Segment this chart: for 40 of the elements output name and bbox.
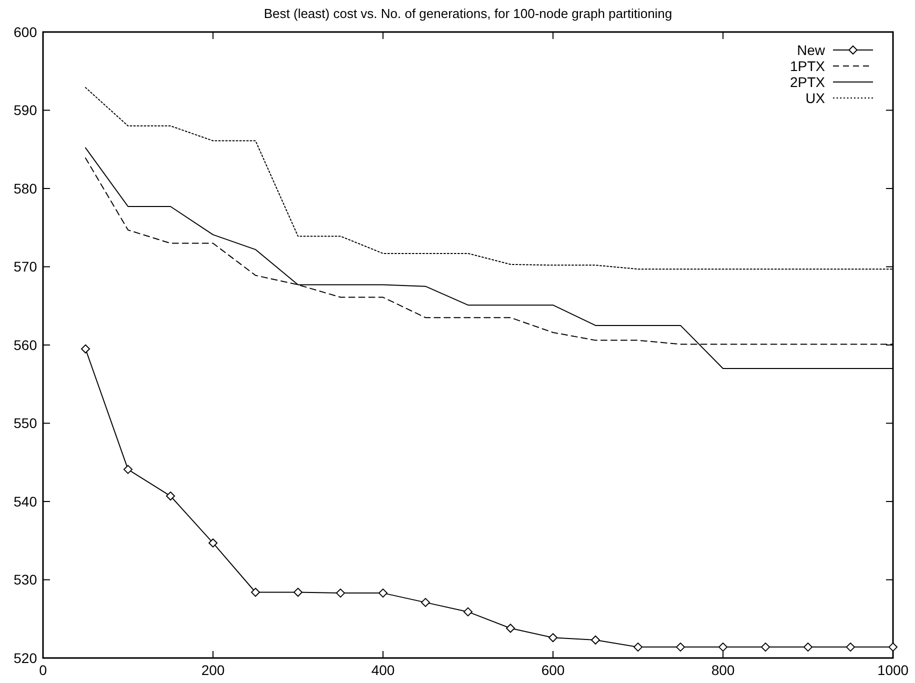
point [166,492,175,501]
y-tick-label: 600 [14,24,38,40]
x-tick-label: 400 [371,662,395,678]
x-tick-label: 1000 [877,662,909,678]
x-tick-label: 600 [541,662,565,678]
point [591,636,600,645]
point [464,607,472,616]
y-tick-label: 520 [14,650,38,666]
legend-label: 2PTX [790,74,826,90]
point [378,588,388,598]
point [208,538,218,548]
x-tick-label: 200 [201,662,225,678]
legend-label: 1PTX [790,58,826,74]
point [124,464,132,474]
point [81,344,90,354]
x-tick-label: 800 [711,662,735,678]
point [336,588,345,598]
point [718,642,728,652]
point [888,642,898,652]
x-tick-label: 0 [39,662,48,678]
point [804,642,812,652]
point [761,642,770,652]
legend-label: UX [806,90,826,106]
point [506,624,515,633]
point [634,642,642,652]
y-tick-label: 590 [14,102,38,118]
point [548,633,558,642]
y-tick-label: 570 [14,258,38,275]
y-tick-label: 580 [14,180,38,196]
legend-label: New [796,42,826,58]
y-tick-label: 550 [14,415,38,432]
y-tick-label: 560 [14,336,38,353]
point [846,642,855,652]
point [421,598,430,607]
point [676,642,685,652]
point [251,588,260,597]
chart-title: Best (least) cost vs. No. of generations, for 100-node graph partitioning [264,6,672,21]
point [294,588,302,597]
y-tick-label: 540 [14,493,38,510]
y-tick-label: 530 [14,572,38,588]
